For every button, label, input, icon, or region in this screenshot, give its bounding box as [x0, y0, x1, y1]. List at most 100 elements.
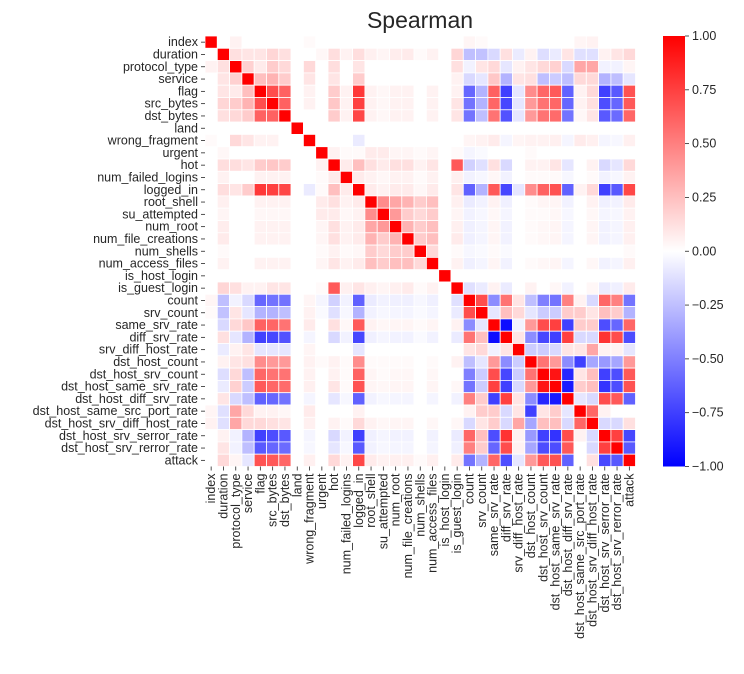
heatmap-cell: [536, 220, 550, 234]
heatmap-cell: [253, 367, 267, 381]
heatmap-cell: [204, 404, 218, 418]
heatmap-cell: [487, 355, 501, 369]
heatmap-cell: [462, 133, 476, 148]
heatmap-cell: [204, 220, 218, 234]
heatmap-cell: [561, 60, 575, 74]
heatmap-cell: [204, 84, 218, 98]
heatmap-cell: [204, 47, 218, 61]
heatmap-cell: [598, 404, 612, 418]
heatmap-cell: [389, 207, 403, 221]
heatmap-cell: [610, 146, 624, 160]
heatmap-cell: [389, 244, 403, 258]
heatmap-cell: [512, 35, 526, 49]
heatmap-cell: [573, 416, 587, 430]
heatmap-cell: [290, 330, 304, 344]
heatmap-cell: [425, 416, 440, 430]
heatmap-cell: [364, 84, 378, 98]
heatmap-cell: [302, 72, 317, 86]
heatmap-cell: [327, 133, 341, 148]
heatmap-cell: [364, 244, 378, 258]
x-tick-label: dst_host_same_src_port_rate: [573, 473, 587, 638]
heatmap-cell: [475, 84, 489, 98]
heatmap-cell: [302, 35, 317, 49]
heatmap-cell: [450, 170, 464, 185]
heatmap-cell: [512, 183, 526, 197]
heatmap-cell: [450, 281, 464, 295]
heatmap-cell: [585, 429, 599, 443]
heatmap-cell: [253, 453, 267, 467]
heatmap-cell: [389, 121, 403, 135]
heatmap-cell: [536, 232, 550, 246]
heatmap-cell: [290, 60, 304, 74]
heatmap-cell: [536, 47, 550, 61]
heatmap-cell: [413, 97, 427, 111]
heatmap-cell: [339, 72, 353, 86]
heatmap-cell: [413, 207, 427, 221]
heatmap-cell: [512, 207, 526, 221]
heatmap-cell: [573, 47, 587, 61]
heatmap-cell: [216, 84, 231, 98]
heatmap-cell: [278, 170, 292, 185]
heatmap-cell: [352, 355, 366, 369]
heatmap-cell: [352, 281, 366, 295]
heatmap-cell: [278, 109, 292, 123]
heatmap-cell: [462, 392, 476, 406]
heatmap-cell: [241, 416, 255, 430]
heatmap-cell: [475, 183, 489, 197]
heatmap-cell: [598, 429, 612, 443]
heatmap-cell: [462, 35, 476, 49]
heatmap-cell: [327, 330, 341, 344]
heatmap-cell: [229, 441, 243, 455]
heatmap-cell: [450, 392, 464, 406]
heatmap-cell: [536, 355, 550, 369]
heatmap-cell: [425, 429, 440, 443]
heatmap-cell: [376, 121, 390, 135]
heatmap-cell: [327, 441, 341, 455]
heatmap-cell: [561, 453, 575, 467]
heatmap-cell: [610, 244, 624, 258]
heatmap-cell: [610, 343, 624, 357]
y-tick-label: attack: [165, 453, 199, 467]
heatmap-cell: [585, 306, 599, 320]
heatmap-cell: [253, 232, 267, 246]
heatmap-cell: [475, 170, 489, 185]
heatmap-cell: [425, 306, 440, 320]
x-tick-label: service: [241, 473, 255, 513]
heatmap-cell: [327, 109, 341, 123]
heatmap-cell: [352, 318, 366, 332]
heatmap-cell: [536, 441, 550, 455]
heatmap-cell: [376, 429, 390, 443]
heatmap-cell: [622, 392, 636, 406]
x-tick-labels: indexdurationprotocol_typeserviceflagsrc…: [204, 466, 636, 639]
heatmap-cell: [487, 392, 501, 406]
heatmap-cell: [462, 330, 476, 344]
heatmap-cell: [499, 318, 513, 332]
heatmap-cell: [216, 170, 231, 185]
heatmap-cell: [241, 330, 255, 344]
heatmap-cell: [561, 306, 575, 320]
heatmap-cell: [241, 343, 255, 357]
heatmap-cell: [290, 367, 304, 381]
heatmap-cell: [425, 84, 440, 98]
heatmap-cell: [266, 158, 280, 172]
heatmap-cell: [413, 47, 427, 61]
heatmap-cell: [450, 416, 464, 430]
heatmap-cell: [462, 269, 476, 283]
heatmap-cell: [425, 47, 440, 61]
heatmap-cell: [512, 109, 526, 123]
heatmap-cell: [229, 453, 243, 467]
heatmap-cell: [327, 72, 341, 86]
heatmap-cell: [450, 207, 464, 221]
heatmap-cell: [438, 355, 452, 369]
heatmap-cell: [204, 195, 218, 209]
heatmap-cell: [487, 232, 501, 246]
heatmap-cell: [401, 146, 415, 160]
heatmap-cell: [598, 170, 612, 185]
heatmap-cell: [549, 429, 563, 443]
heatmap-cell: [339, 133, 353, 148]
heatmap-cell: [389, 404, 403, 418]
heatmap-cell: [266, 318, 280, 332]
heatmap-cell: [302, 293, 317, 307]
heatmap-cell: [438, 109, 452, 123]
heatmap-cell: [253, 244, 267, 258]
